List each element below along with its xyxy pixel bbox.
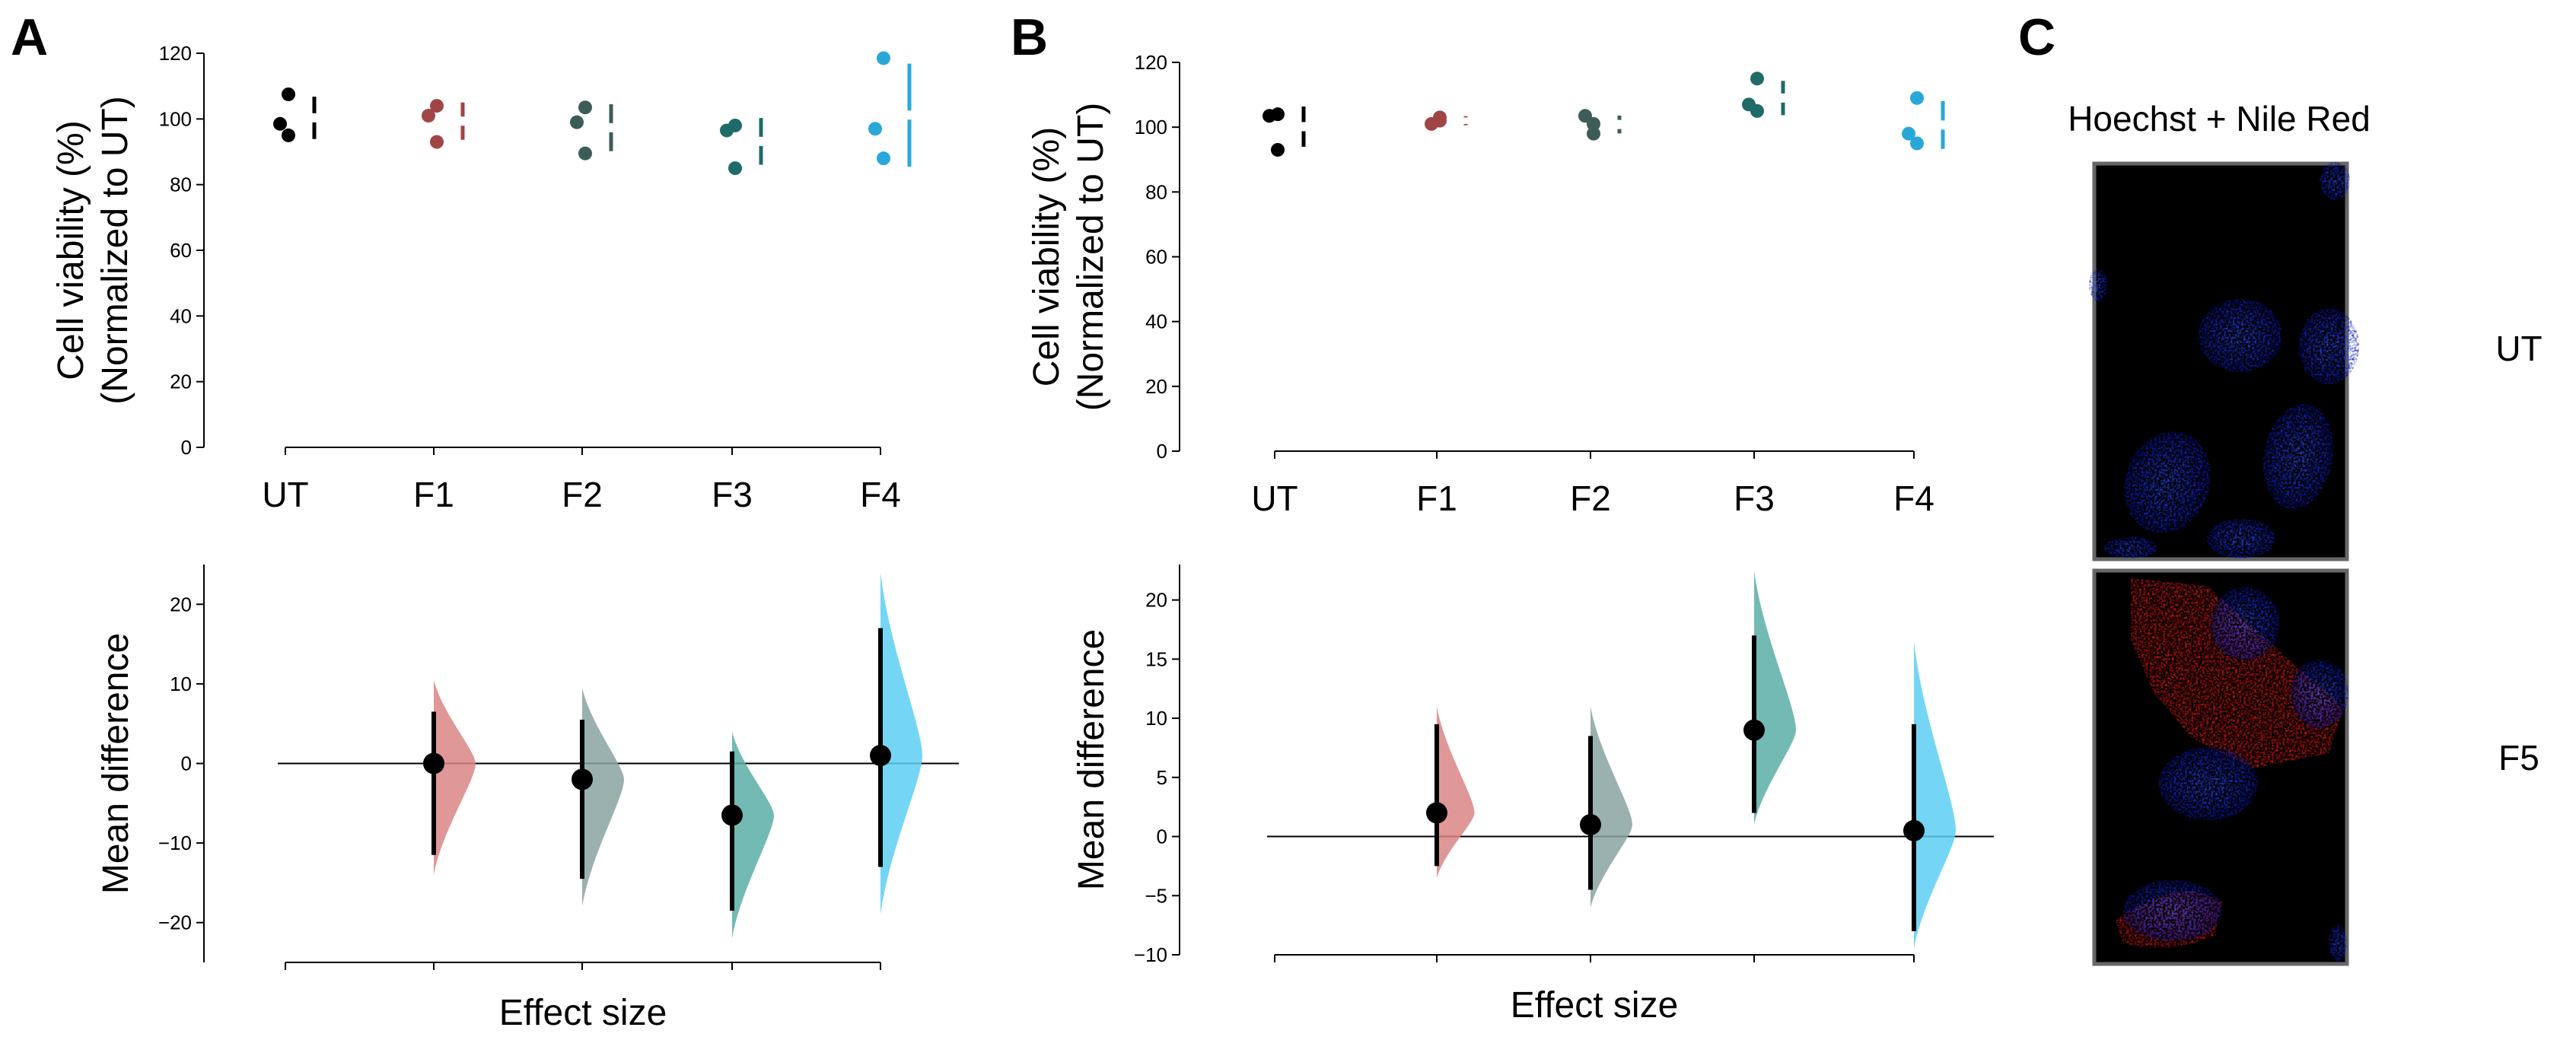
x-category-label: UT xyxy=(262,475,308,514)
micrograph-f5 xyxy=(2092,568,2349,966)
micrograph-ut xyxy=(2089,161,2359,561)
x-category-label: F4 xyxy=(1893,479,1934,518)
effect-distribution xyxy=(434,679,476,875)
y-tick-label: −10 xyxy=(1134,943,1167,966)
data-point xyxy=(578,146,592,161)
y-tick-label: 100 xyxy=(159,107,192,130)
effect-distribution xyxy=(1754,570,1796,825)
panel-a-effect-size-chart: −20 −10 0 10 20 Mean difference Effect size xyxy=(96,565,959,1033)
nuclei xyxy=(2089,162,2359,558)
x-category-label: UT xyxy=(1251,479,1298,518)
x-axis-label: Effect size xyxy=(499,993,667,1033)
mean-difference-point xyxy=(721,804,743,826)
data-point xyxy=(1910,91,1924,105)
x-axis-label: Effect size xyxy=(1511,985,1679,1026)
y-axis-label: Cell viability (%) xyxy=(51,120,91,380)
effect-distribution xyxy=(582,688,624,907)
data-point xyxy=(273,116,287,131)
y-tick-label: −10 xyxy=(158,832,192,854)
y-tick-label: 20 xyxy=(1145,375,1167,398)
mean-difference-point xyxy=(1580,814,1601,835)
y-tick-label: 80 xyxy=(170,173,192,196)
y-tick-label: 120 xyxy=(159,42,192,65)
y-tick-label: 10 xyxy=(170,673,192,695)
x-category-label: F3 xyxy=(1734,479,1775,518)
x-category-label: F4 xyxy=(860,475,901,514)
data-point xyxy=(1578,109,1592,123)
data-point xyxy=(1587,126,1600,141)
y-tick-label: 60 xyxy=(1145,246,1167,269)
y-tick-label: 0 xyxy=(1157,825,1167,848)
data-point xyxy=(868,122,882,136)
panel-letter-a: A xyxy=(11,8,48,66)
effect-distribution xyxy=(1914,641,1956,949)
y-axis-label: Mean difference xyxy=(1071,629,1112,890)
x-category-label: F1 xyxy=(413,475,454,514)
mean-difference-point xyxy=(572,768,593,790)
data-point xyxy=(422,109,435,123)
y-tick-label: 5 xyxy=(1157,766,1167,789)
y-tick-label: 40 xyxy=(1145,310,1167,333)
panel-b-viability-chart: 0 20 40 60 80 100 120 Cell viability (%) (Normal… xyxy=(1027,51,1945,518)
data-point xyxy=(1263,109,1276,123)
data-point xyxy=(578,100,592,115)
y-tick-label: 120 xyxy=(1135,51,1167,74)
y-tick-label: 40 xyxy=(170,304,192,327)
x-category-label: F2 xyxy=(562,475,603,514)
y-tick-label: −5 xyxy=(1145,884,1167,907)
nuclei xyxy=(2123,587,2348,962)
effect-distribution xyxy=(880,572,922,915)
y-tick-label: 0 xyxy=(1157,440,1167,463)
panel-b-effect-size-chart: −10 −5 0 5 10 15 20 Mean difference Effect size xyxy=(1071,565,1994,1026)
y-tick-label: −20 xyxy=(158,911,192,934)
y-tick-label: 10 xyxy=(1145,707,1167,730)
mean-difference-point xyxy=(1903,819,1925,841)
panel-letter-b: B xyxy=(1011,8,1048,66)
x-category-label: F1 xyxy=(1416,479,1457,518)
data-point xyxy=(877,151,890,166)
y-axis-label: Mean difference xyxy=(96,633,136,894)
x-category-label: F3 xyxy=(712,475,753,514)
mean-difference-point xyxy=(1426,802,1447,824)
data-point xyxy=(430,99,444,113)
data-point xyxy=(1433,110,1447,125)
data-point xyxy=(282,87,295,101)
data-point xyxy=(570,115,584,129)
data-point xyxy=(1271,142,1285,157)
y-axis-label: Cell viability (%) xyxy=(1027,127,1067,386)
data-point xyxy=(720,123,734,138)
y-tick-label: 20 xyxy=(170,593,192,615)
y-tick-label: 100 xyxy=(1135,116,1167,138)
y-tick-label: 80 xyxy=(1145,180,1167,203)
data-point xyxy=(430,135,444,149)
y-axis-label: (Normalized to UT) xyxy=(1071,103,1111,411)
data-point xyxy=(1902,126,1915,141)
panel-a-viability-chart: 0 20 40 60 80 100 120 Cell viability (%) (Normal… xyxy=(51,42,912,514)
panel-c-title: Hoechst + Nile Red xyxy=(2068,99,2371,138)
mean-difference-point xyxy=(870,745,891,767)
y-tick-label: 60 xyxy=(170,239,192,262)
data-point xyxy=(282,128,295,142)
row-label-f5: F5 xyxy=(2498,738,2539,778)
y-tick-label: 15 xyxy=(1145,647,1167,670)
row-label-ut: UT xyxy=(2495,329,2542,368)
data-point xyxy=(1750,72,1764,86)
effect-distribution xyxy=(1437,706,1475,878)
panel-letter-c: C xyxy=(2018,8,2055,66)
data-point xyxy=(1910,136,1924,151)
y-tick-label: 0 xyxy=(181,436,192,459)
mean-difference-point xyxy=(1743,719,1765,741)
mean-difference-point xyxy=(423,752,444,774)
y-tick-label: 20 xyxy=(1145,589,1167,612)
effect-distribution xyxy=(732,731,774,939)
data-point xyxy=(1750,103,1764,118)
data-point xyxy=(728,161,742,176)
data-point xyxy=(877,51,890,65)
x-category-label: F2 xyxy=(1570,479,1611,518)
y-axis-label: (Normalized to UT) xyxy=(95,96,135,404)
y-tick-label: 20 xyxy=(170,371,192,393)
effect-distribution xyxy=(1590,706,1632,908)
y-tick-label: 0 xyxy=(181,752,192,775)
